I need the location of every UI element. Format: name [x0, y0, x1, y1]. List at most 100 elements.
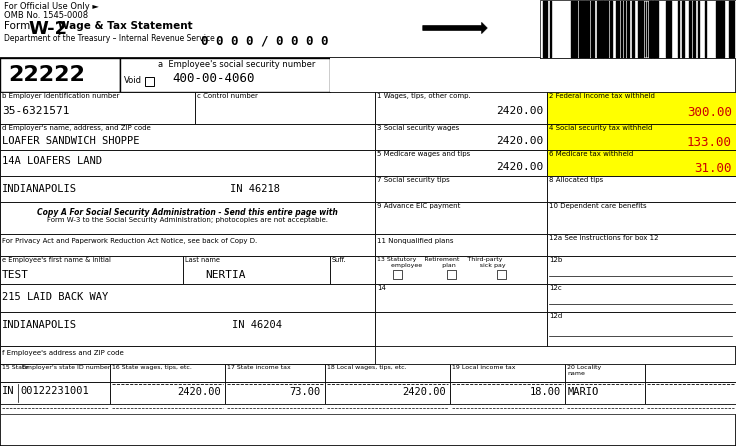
- Bar: [497, 270, 506, 279]
- Text: 17 State income tax: 17 State income tax: [227, 365, 291, 370]
- Text: 2 Federal income tax withheld: 2 Federal income tax withheld: [549, 93, 655, 99]
- Bar: [195, 92, 375, 124]
- Text: e Employee's first name & initial: e Employee's first name & initial: [2, 257, 111, 263]
- Bar: [540, 0, 736, 58]
- Bar: [645, 382, 736, 404]
- Bar: [375, 284, 547, 312]
- Bar: [547, 284, 736, 312]
- Text: 20 Locality
name: 20 Locality name: [567, 365, 601, 376]
- Text: 19 Local income tax: 19 Local income tax: [452, 365, 515, 370]
- Text: Form W-3 to the Social Security Administration; photocopies are not acceptable.: Form W-3 to the Social Security Administ…: [47, 217, 328, 223]
- Bar: [0, 58, 120, 92]
- Text: 10 Dependent care benefits: 10 Dependent care benefits: [549, 203, 647, 209]
- Bar: [110, 382, 225, 404]
- Bar: [447, 270, 456, 279]
- Bar: [375, 312, 547, 346]
- Text: W-2: W-2: [28, 20, 67, 38]
- Text: 6 Medicare tax withheld: 6 Medicare tax withheld: [549, 151, 633, 157]
- Text: 4 Social security tax withheld: 4 Social security tax withheld: [549, 125, 652, 131]
- Text: 300.00: 300.00: [687, 106, 732, 119]
- Text: 215 LAID BACK WAY: 215 LAID BACK WAY: [2, 292, 108, 302]
- Bar: [547, 150, 736, 176]
- Bar: [0, 58, 736, 446]
- Bar: [225, 364, 325, 382]
- Text: 15 State: 15 State: [2, 365, 29, 370]
- Text: Suff.: Suff.: [332, 257, 347, 263]
- Bar: [110, 364, 225, 382]
- Text: Last name: Last name: [185, 257, 220, 263]
- Text: IN: IN: [2, 386, 15, 396]
- Text: OMB No. 1545-0008: OMB No. 1545-0008: [4, 11, 88, 20]
- Text: a  Employee's social security number: a Employee's social security number: [158, 60, 315, 69]
- Text: IN 46204: IN 46204: [232, 320, 282, 330]
- Bar: [120, 58, 330, 92]
- Text: Department of the Treasury – Internal Revenue Service: Department of the Treasury – Internal Re…: [4, 34, 215, 43]
- Text: 18.00: 18.00: [530, 387, 561, 397]
- Bar: [547, 92, 736, 124]
- Text: 11 Nonqualified plans: 11 Nonqualified plans: [377, 238, 453, 244]
- Text: 12c: 12c: [549, 285, 562, 291]
- Text: 22222: 22222: [8, 65, 85, 85]
- Text: 14A LOAFERS LAND: 14A LOAFERS LAND: [2, 156, 102, 166]
- Text: 9 Advance EIC payment: 9 Advance EIC payment: [377, 203, 461, 209]
- Bar: [183, 256, 330, 284]
- Text: MARIO: MARIO: [568, 387, 599, 397]
- Bar: [547, 202, 736, 234]
- Bar: [0, 92, 195, 124]
- Bar: [565, 382, 645, 404]
- Bar: [325, 382, 450, 404]
- Text: c Control number: c Control number: [197, 93, 258, 99]
- Bar: [375, 92, 547, 124]
- Text: 31.00: 31.00: [695, 162, 732, 175]
- Text: Form: Form: [4, 21, 34, 31]
- Text: 16 State wages, tips, etc.: 16 State wages, tips, etc.: [112, 365, 192, 370]
- Text: Void: Void: [124, 76, 142, 85]
- Text: 3 Social security wages: 3 Social security wages: [377, 125, 459, 131]
- Text: 18 Local wages, tips, etc.: 18 Local wages, tips, etc.: [327, 365, 406, 370]
- Text: 00122231001: 00122231001: [20, 386, 89, 396]
- Bar: [375, 202, 547, 234]
- Bar: [0, 234, 375, 256]
- Bar: [547, 234, 736, 256]
- Bar: [0, 404, 736, 414]
- Text: For Official Use Only ►: For Official Use Only ►: [4, 2, 99, 11]
- Text: 2420.00: 2420.00: [177, 387, 221, 397]
- Text: Copy A For Social Security Administration - Send this entire page with: Copy A For Social Security Administratio…: [37, 208, 338, 217]
- Bar: [0, 346, 375, 364]
- Text: 12a See instructions for box 12: 12a See instructions for box 12: [549, 235, 659, 241]
- Bar: [0, 364, 110, 382]
- Bar: [325, 364, 450, 382]
- Bar: [547, 124, 736, 150]
- Text: d Employer's name, address, and ZIP code: d Employer's name, address, and ZIP code: [2, 125, 151, 131]
- Text: INDIANAPOLIS: INDIANAPOLIS: [2, 320, 77, 330]
- Bar: [393, 270, 402, 279]
- Bar: [450, 364, 565, 382]
- Text: Employer's state ID number: Employer's state ID number: [22, 365, 110, 370]
- Bar: [0, 382, 110, 404]
- Text: 2420.00: 2420.00: [496, 162, 543, 172]
- Bar: [547, 312, 736, 346]
- Text: LOAFER SANDWICH SHOPPE: LOAFER SANDWICH SHOPPE: [2, 136, 140, 146]
- Bar: [547, 256, 736, 284]
- Text: 2420.00: 2420.00: [496, 136, 543, 146]
- Text: 0 0 0 0 / 0 0 0 0: 0 0 0 0 / 0 0 0 0: [201, 34, 329, 47]
- Bar: [0, 202, 375, 234]
- Text: TEST: TEST: [2, 270, 29, 280]
- Text: 73.00: 73.00: [290, 387, 321, 397]
- Text: 14: 14: [377, 285, 386, 291]
- Text: b Employer identification number: b Employer identification number: [2, 93, 119, 99]
- Bar: [375, 124, 547, 150]
- Bar: [450, 382, 565, 404]
- Bar: [375, 176, 547, 202]
- Text: INDIANAPOLIS: INDIANAPOLIS: [2, 184, 77, 194]
- Text: 5 Medicare wages and tips: 5 Medicare wages and tips: [377, 151, 470, 157]
- Bar: [0, 124, 375, 150]
- Bar: [225, 382, 325, 404]
- Text: 1 Wages, tips, other comp.: 1 Wages, tips, other comp.: [377, 93, 471, 99]
- Bar: [0, 256, 183, 284]
- Text: 12b: 12b: [549, 257, 562, 263]
- Text: f Employee's address and ZIP code: f Employee's address and ZIP code: [2, 350, 124, 356]
- Text: 8 Allocated tips: 8 Allocated tips: [549, 177, 604, 183]
- Text: 7 Social security tips: 7 Social security tips: [377, 177, 450, 183]
- Bar: [375, 234, 547, 256]
